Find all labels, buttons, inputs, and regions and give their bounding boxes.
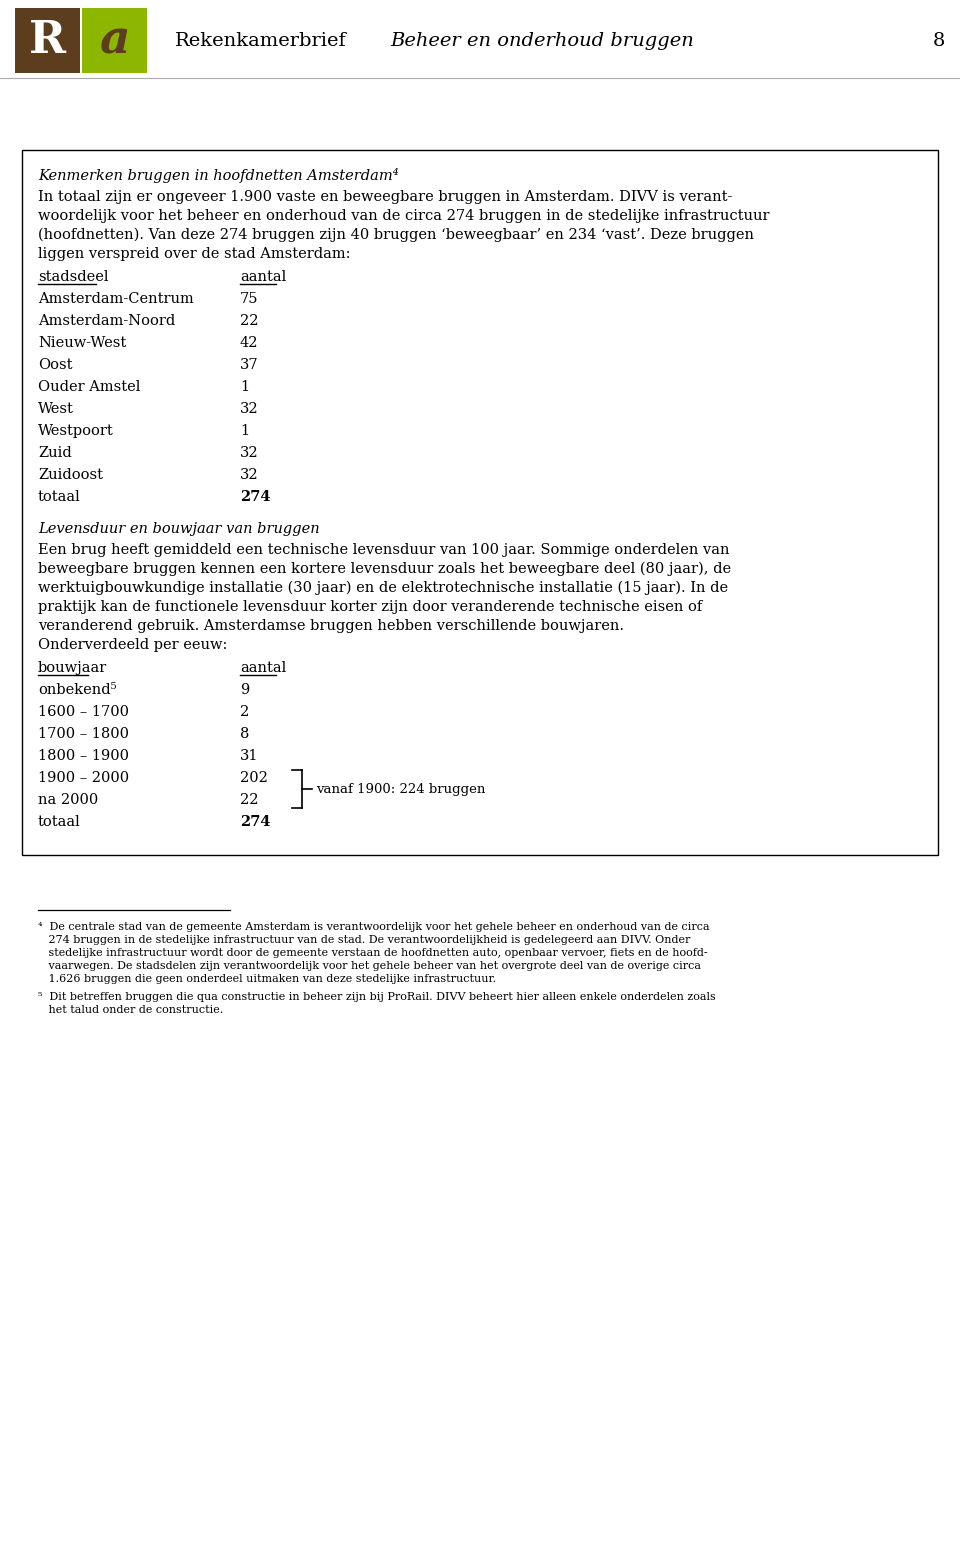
Text: 1900 – 2000: 1900 – 2000 [38,770,130,784]
Text: Ouder Amstel: Ouder Amstel [38,380,140,394]
Text: 274: 274 [240,490,271,504]
Text: 1: 1 [240,380,250,394]
Text: 22: 22 [240,315,258,329]
Text: Amsterdam-Noord: Amsterdam-Noord [38,315,176,329]
Text: veranderend gebruik. Amsterdamse bruggen hebben verschillende bouwjaren.: veranderend gebruik. Amsterdamse bruggen… [38,618,624,632]
Text: R: R [29,19,66,62]
Text: Westpoort: Westpoort [38,425,113,439]
Text: 274: 274 [240,815,271,829]
Text: 1800 – 1900: 1800 – 1900 [38,749,129,763]
Text: totaal: totaal [38,815,81,829]
Text: 2: 2 [240,705,250,719]
Text: het talud onder de constructie.: het talud onder de constructie. [38,1004,224,1015]
Text: ⁴  De centrale stad van de gemeente Amsterdam is verantwoordelijk voor het gehel: ⁴ De centrale stad van de gemeente Amste… [38,922,709,932]
Text: Nieuw-West: Nieuw-West [38,336,127,350]
Text: na 2000: na 2000 [38,794,98,808]
Text: 1700 – 1800: 1700 – 1800 [38,727,129,741]
Bar [22,150,938,856]
Text: Onderverdeeld per eeuw:: Onderverdeeld per eeuw: [38,639,228,653]
Text: 202: 202 [240,770,268,784]
Text: 42: 42 [240,336,258,350]
Text: bouwjaar: bouwjaar [38,660,108,674]
Text: totaal: totaal [38,490,81,504]
Text: liggen verspreid over de stad Amsterdam:: liggen verspreid over de stad Amsterdam: [38,246,350,260]
Text: Rekenkamerbrief: Rekenkamerbrief [175,31,347,50]
Text: 37: 37 [240,358,258,372]
Text: onbekend⁵: onbekend⁵ [38,684,116,698]
Text: woordelijk voor het beheer en onderhoud van de circa 274 bruggen in de stedelijk: woordelijk voor het beheer en onderhoud … [38,209,770,223]
Text: aantal: aantal [240,660,286,674]
Text: ⁵  Dit betreffen bruggen die qua constructie in beheer zijn bij ProRail. DIVV be: ⁵ Dit betreffen bruggen die qua construc… [38,992,716,1001]
Text: werktuigbouwkundige installatie (30 jaar) en de elektrotechnische installatie (1: werktuigbouwkundige installatie (30 jaar… [38,581,728,595]
Text: stedelijke infrastructuur wordt door de gemeente verstaan de hoofdnetten auto, o: stedelijke infrastructuur wordt door de … [38,949,708,958]
Text: 32: 32 [240,401,258,415]
Text: 8: 8 [932,31,945,50]
Text: Beheer en onderhoud bruggen: Beheer en onderhoud bruggen [390,31,694,50]
Text: a: a [99,17,130,64]
Text: (hoofdnetten). Van deze 274 bruggen zijn 40 bruggen ‘beweegbaar’ en 234 ‘vast’. : (hoofdnetten). Van deze 274 bruggen zijn… [38,228,754,242]
Text: beweegbare bruggen kennen een kortere levensduur zoals het beweegbare deel (80 j: beweegbare bruggen kennen een kortere le… [38,563,732,577]
Text: 32: 32 [240,468,258,482]
Text: 1600 – 1700: 1600 – 1700 [38,705,129,719]
Text: stadsdeel: stadsdeel [38,270,108,284]
Text: 274 bruggen in de stedelijke infrastructuur van de stad. De verantwoordelijkheid: 274 bruggen in de stedelijke infrastruct… [38,935,690,946]
Text: Zuidoost: Zuidoost [38,468,103,482]
Text: Oost: Oost [38,358,73,372]
Text: Kenmerken bruggen in hoofdnetten Amsterdam⁴: Kenmerken bruggen in hoofdnetten Amsterd… [38,167,398,183]
Text: 1: 1 [240,425,250,439]
Text: 8: 8 [240,727,250,741]
Text: 22: 22 [240,794,258,808]
Text: praktijk kan de functionele levensduur korter zijn door veranderende technische : praktijk kan de functionele levensduur k… [38,600,703,614]
Text: vanaf 1900: 224 bruggen: vanaf 1900: 224 bruggen [316,783,486,795]
Text: vaarwegen. De stadsdelen zijn verantwoordelijk voor het gehele beheer van het ov: vaarwegen. De stadsdelen zijn verantwoor… [38,961,701,970]
Text: aantal: aantal [240,270,286,284]
Bar [15,8,80,73]
Text: In totaal zijn er ongeveer 1.900 vaste en beweegbare bruggen in Amsterdam. DIVV : In totaal zijn er ongeveer 1.900 vaste e… [38,191,732,205]
Text: 75: 75 [240,291,258,305]
Text: 32: 32 [240,446,258,460]
Text: Levensduur en bouwjaar van bruggen: Levensduur en bouwjaar van bruggen [38,522,320,536]
Text: Amsterdam-Centrum: Amsterdam-Centrum [38,291,194,305]
Text: West: West [38,401,74,415]
Text: Zuid: Zuid [38,446,72,460]
Text: 9: 9 [240,684,250,698]
Text: 1.626 bruggen die geen onderdeel uitmaken van deze stedelijke infrastructuur.: 1.626 bruggen die geen onderdeel uitmake… [38,973,496,984]
Bar [82,8,147,73]
Text: 31: 31 [240,749,258,763]
Text: Een brug heeft gemiddeld een technische levensduur van 100 jaar. Sommige onderde: Een brug heeft gemiddeld een technische … [38,542,730,556]
